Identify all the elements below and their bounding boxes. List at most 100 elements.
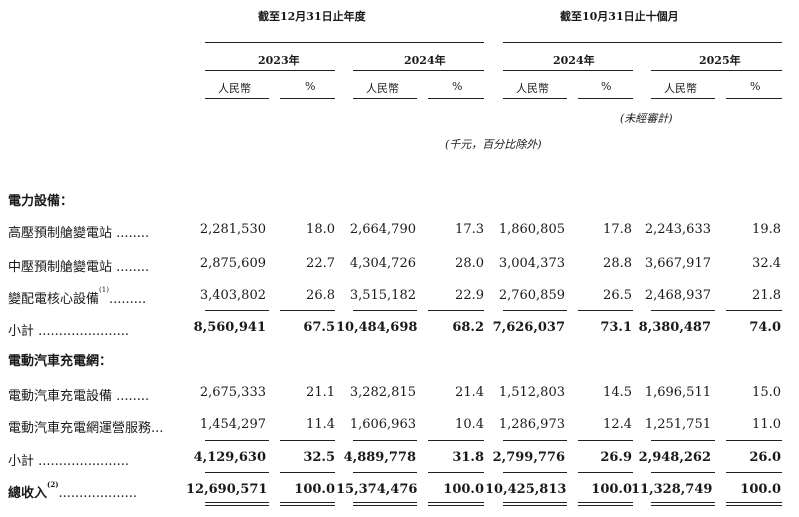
cell-value: 2,760,859 xyxy=(498,288,565,303)
cell-pct: 100.0 xyxy=(294,482,335,497)
subtotal-rule xyxy=(651,440,715,441)
cell-pct: 31.8 xyxy=(452,450,484,465)
subtotal-rule xyxy=(428,440,484,441)
cell-value: 8,380,487 xyxy=(638,320,711,335)
cell-pct: 17.3 xyxy=(455,222,484,237)
total-rule xyxy=(353,472,417,473)
col-underline xyxy=(205,98,269,99)
cell-pct: 32.4 xyxy=(752,256,781,271)
total-rule xyxy=(280,472,335,473)
section-title-power-equipment: 電力設備： xyxy=(8,194,74,209)
cell-value: 1,606,963 xyxy=(349,417,416,432)
footnote-marker: (1) xyxy=(99,286,109,294)
total-double-rule xyxy=(651,502,715,503)
col-underline xyxy=(353,98,417,99)
subtotal-rule xyxy=(353,440,417,441)
cell-pct: 100.0 xyxy=(443,482,484,497)
cell-pct: 12.4 xyxy=(603,417,632,432)
cell-pct: 74.0 xyxy=(749,320,781,335)
cell-value: 2,468,937 xyxy=(644,288,711,303)
cell-value: 4,889,778 xyxy=(343,450,416,465)
cell-value: 1,251,751 xyxy=(644,417,711,432)
cell-value: 2,875,609 xyxy=(199,256,266,271)
group-underline xyxy=(205,42,484,43)
footnote-marker: (2) xyxy=(47,480,59,489)
year-underline xyxy=(651,70,782,71)
subtotal-rule xyxy=(205,440,269,441)
cell-pct: 22.7 xyxy=(306,256,335,271)
col-underline xyxy=(428,98,484,99)
total-double-rule xyxy=(503,505,567,506)
total-double-rule xyxy=(651,505,715,506)
cell-pct: 19.8 xyxy=(752,222,781,237)
year-header: 2025年 xyxy=(699,54,741,67)
cell-value: 10,484,698 xyxy=(336,320,418,335)
units-note: (千元，百分比除外) xyxy=(445,138,542,151)
cell-pct: 18.0 xyxy=(306,222,335,237)
cell-value: 2,243,633 xyxy=(644,222,711,237)
cell-pct: 73.1 xyxy=(600,320,632,335)
row-label: 小計 ...................... xyxy=(8,324,130,339)
subtotal-rule xyxy=(651,310,715,311)
row-label: 中壓預制艙變電站 ........ xyxy=(8,260,150,275)
subtotal-rule xyxy=(280,440,335,441)
total-double-rule xyxy=(280,502,335,503)
row-label: 高壓預制艙變電站 ........ xyxy=(8,226,150,241)
currency-header: 人民幣 xyxy=(366,82,399,95)
cell-pct: 11.0 xyxy=(752,417,781,432)
total-rule xyxy=(503,472,567,473)
row-label: 電動汽車充電網運營服務... xyxy=(8,421,164,436)
cell-pct: 28.8 xyxy=(603,256,632,271)
year-underline xyxy=(353,70,484,71)
cell-pct: 26.0 xyxy=(749,450,781,465)
row-label: 電動汽車充電設備 ........ xyxy=(8,389,150,404)
total-double-rule xyxy=(205,502,269,503)
total-rule xyxy=(428,472,484,473)
cell-pct: 10.4 xyxy=(455,417,484,432)
total-rule xyxy=(205,472,269,473)
col-underline xyxy=(503,98,567,99)
cell-value: 1,512,803 xyxy=(498,385,565,400)
year-header: 2024年 xyxy=(404,54,446,67)
period-group-year-title: 截至12月31日止年度 xyxy=(258,10,366,23)
subtotal-rule xyxy=(578,440,633,441)
subtotal-rule xyxy=(503,440,567,441)
cell-value: 15,374,476 xyxy=(336,482,418,497)
year-header: 2023年 xyxy=(258,54,300,67)
cell-pct: 67.5 xyxy=(303,320,335,335)
currency-header: 人民幣 xyxy=(516,82,549,95)
col-underline xyxy=(726,98,782,99)
year-underline xyxy=(503,70,633,71)
total-double-rule xyxy=(578,505,633,506)
total-double-rule xyxy=(726,505,782,506)
cell-pct: 14.5 xyxy=(603,385,632,400)
total-double-rule xyxy=(578,502,633,503)
cell-pct: 15.0 xyxy=(752,385,781,400)
cell-pct: 17.8 xyxy=(603,222,632,237)
cell-value: 1,286,973 xyxy=(498,417,565,432)
cell-value: 8,560,941 xyxy=(193,320,266,335)
cell-pct: 21.4 xyxy=(455,385,484,400)
cell-pct: 100.0 xyxy=(591,482,632,497)
subtotal-rule xyxy=(280,310,335,311)
total-double-rule xyxy=(503,502,567,503)
cell-value: 3,282,815 xyxy=(349,385,416,400)
cell-pct: 21.8 xyxy=(752,288,781,303)
cell-value: 12,690,571 xyxy=(186,482,268,497)
period-group-tenmonth-title: 截至10月31日止十個月 xyxy=(560,10,679,23)
cell-value: 7,626,037 xyxy=(492,320,565,335)
row-label-text: 變配電核心設備 xyxy=(8,292,100,307)
subtotal-rule xyxy=(726,310,782,311)
cell-pct: 21.1 xyxy=(306,385,335,400)
cell-value: 11,328,749 xyxy=(631,482,713,497)
cell-value: 3,403,802 xyxy=(199,288,266,303)
row-label: 總收入(2)................... xyxy=(8,480,137,501)
cell-value: 2,664,790 xyxy=(349,222,416,237)
cell-value: 3,667,917 xyxy=(644,256,711,271)
year-underline xyxy=(205,70,335,71)
unaudited-note: (未經審計) xyxy=(620,112,673,125)
pct-header: % xyxy=(452,80,463,93)
cell-pct: 26.9 xyxy=(600,450,632,465)
row-label-leader: ......... xyxy=(108,292,147,307)
section-title-ev-charging: 電動汽車充電網： xyxy=(8,354,113,369)
